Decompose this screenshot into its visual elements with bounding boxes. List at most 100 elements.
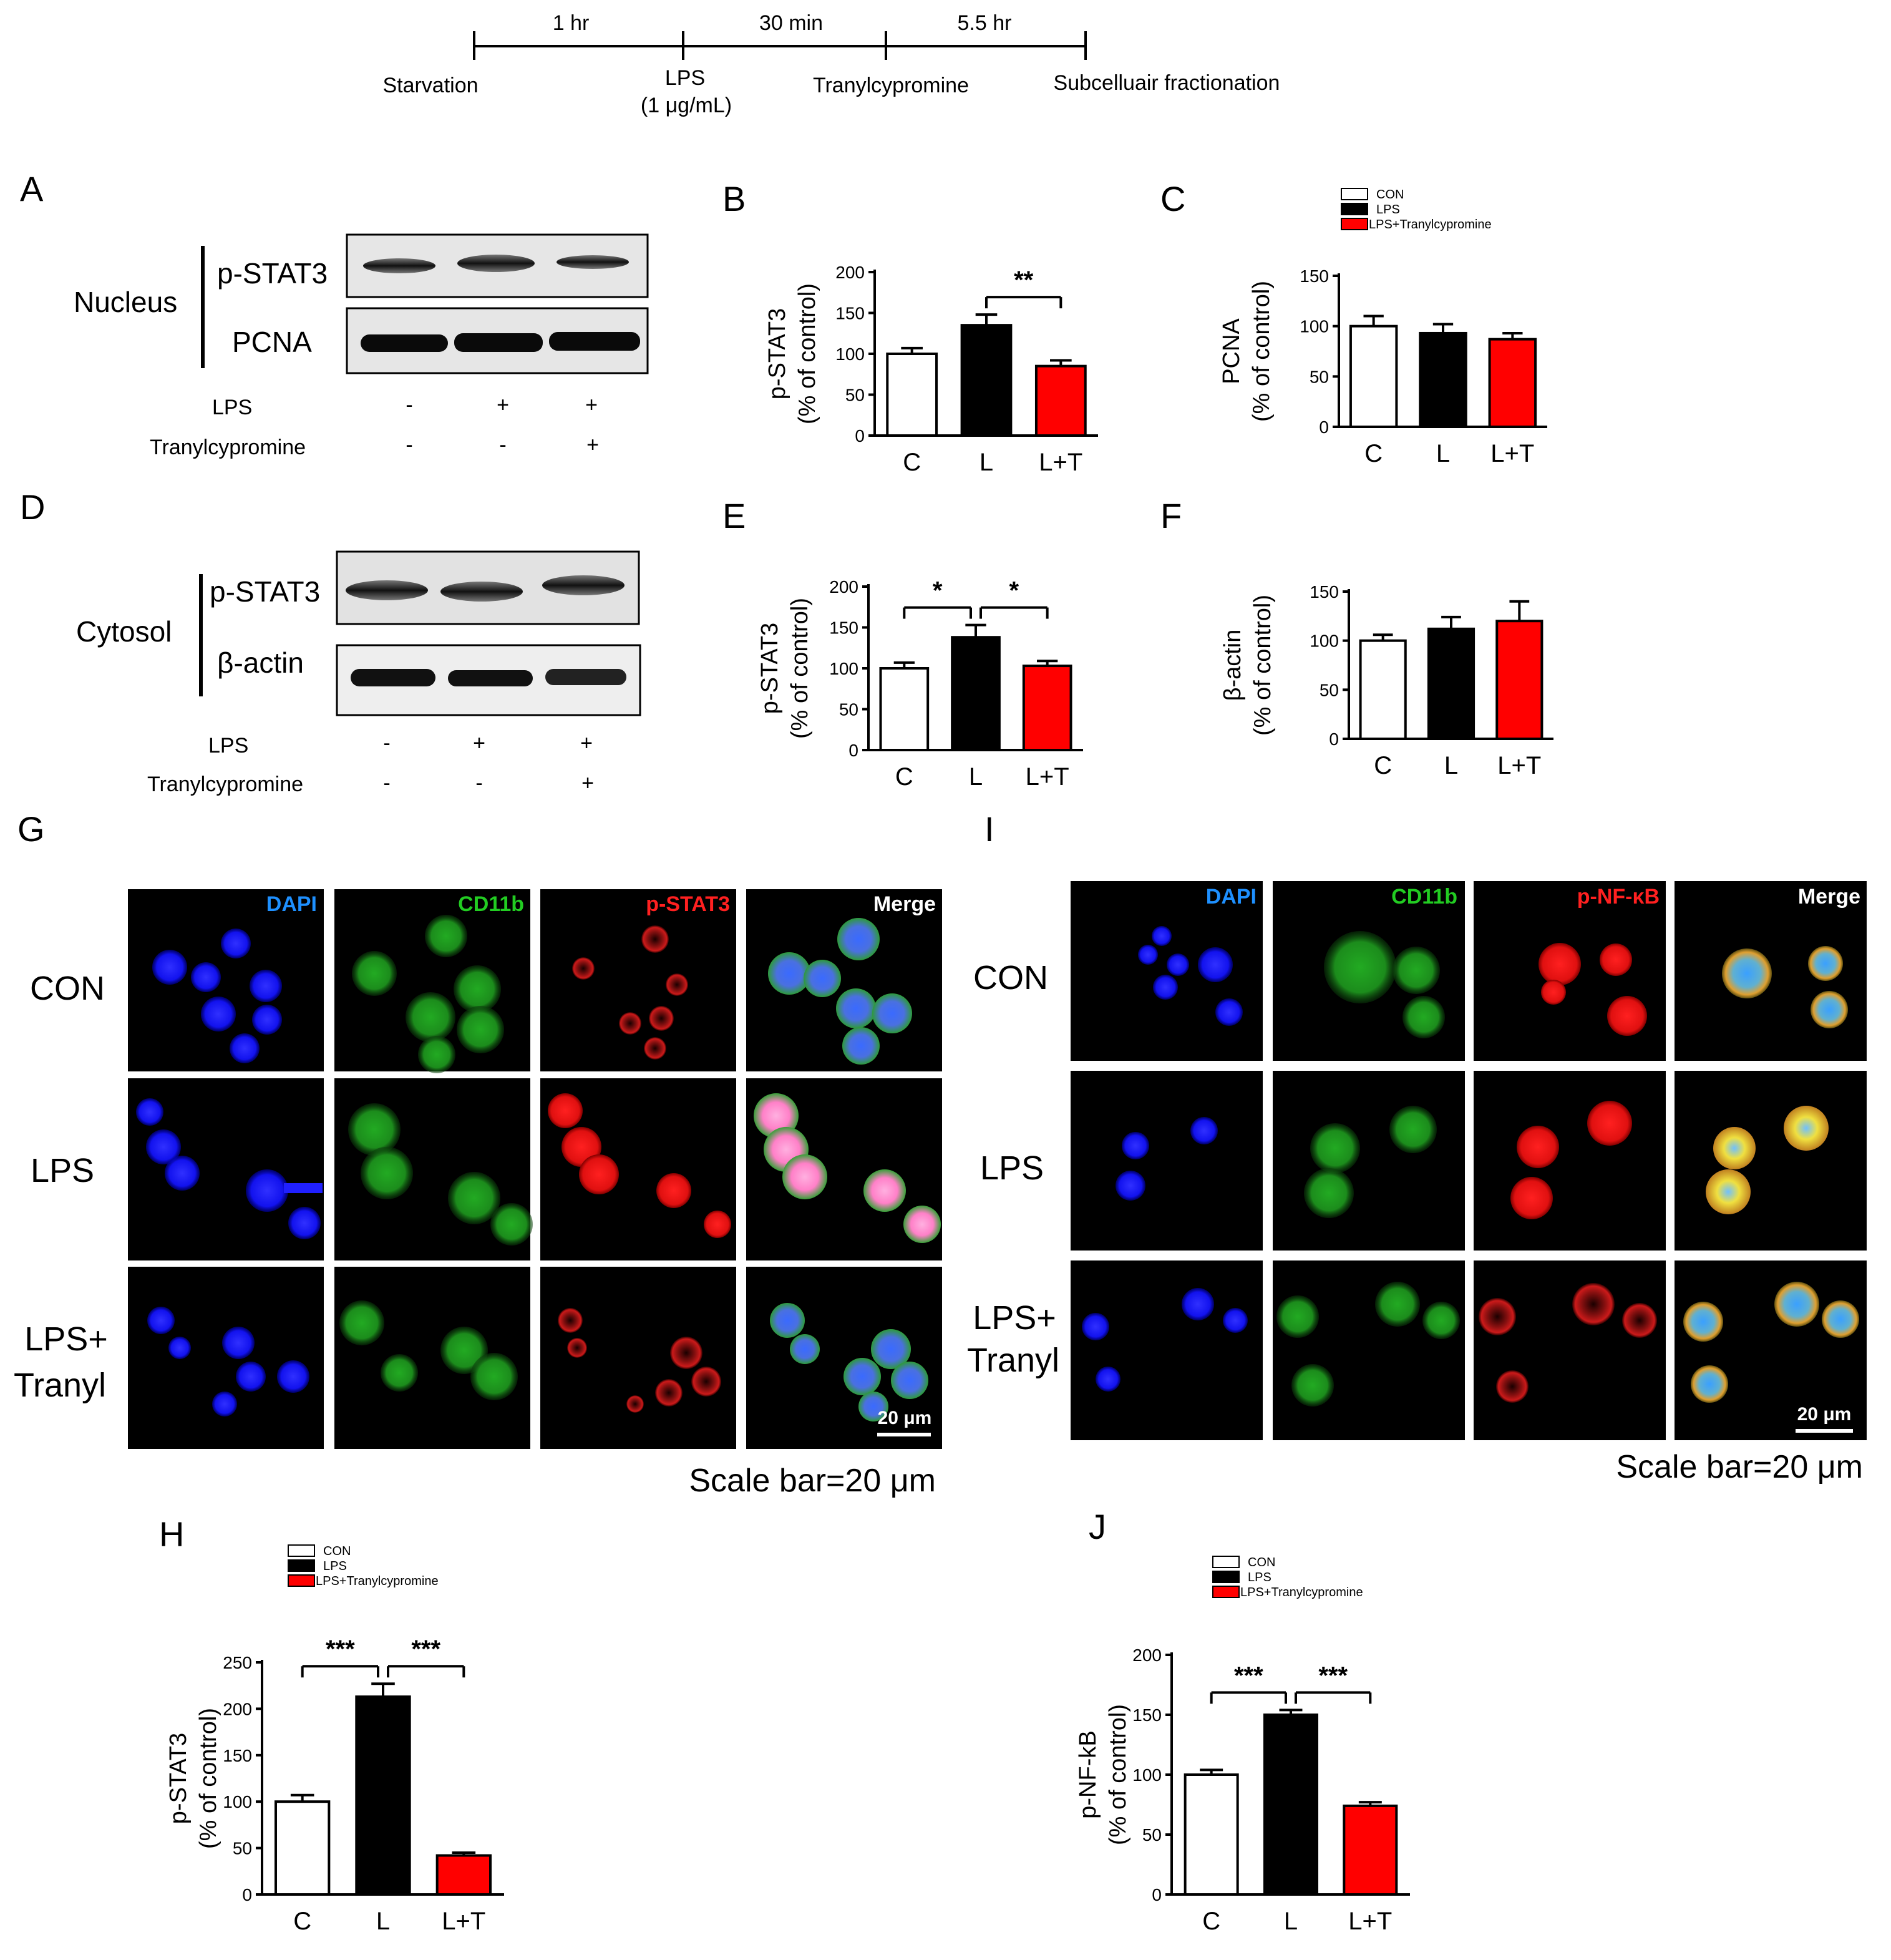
compartment-label: Cytosol — [76, 615, 172, 648]
treatment-sign: - — [383, 731, 390, 755]
bar — [1349, 324, 1398, 429]
y-axis-label: p-STAT3 — [757, 623, 783, 714]
significance-label: *** — [1234, 1662, 1263, 1689]
y-tick-label: 200 — [835, 263, 865, 282]
dapi-nuclei — [1116, 1117, 1218, 1201]
micrograph-tile — [540, 1267, 736, 1449]
category-label: L — [1436, 440, 1450, 467]
bar — [1495, 620, 1543, 741]
micrograph-tile — [1675, 1260, 1867, 1440]
y-axis-label: p-NF-kB — [1075, 1730, 1101, 1818]
micrograph-tile — [746, 1267, 942, 1449]
panel-letter-a: A — [20, 169, 44, 208]
merge-cells — [754, 1093, 941, 1243]
bar-chart-f: 0 50 100 150 C L L+T β-actin (% of control) — [1220, 582, 1553, 779]
bar — [951, 636, 1001, 751]
microscopy-panel-g: CON LPS LPS+ Tranyl DAPI CD11b p-STAT3 M… — [14, 889, 942, 1499]
cd11b-cells — [348, 1103, 533, 1246]
y-tick-label: 50 — [1142, 1825, 1162, 1845]
dapi-nuclei — [136, 1098, 323, 1239]
category-label: L — [376, 1908, 390, 1935]
micrograph-tile — [1474, 1260, 1666, 1440]
y-tick-label: 150 — [1310, 582, 1339, 602]
panel-letter-b: B — [722, 179, 746, 218]
legend-label: CON — [1248, 1556, 1275, 1569]
microscopy-panel-i: CON LPS LPS+ Tranyl DAPI CD11b p-NF-κB M… — [967, 881, 1867, 1485]
bar — [1427, 627, 1475, 741]
category-label: L+T — [1490, 440, 1534, 467]
category-label: L — [980, 449, 993, 476]
category-label: L — [1444, 752, 1458, 779]
legend-swatch — [1212, 1571, 1240, 1583]
channel-label: Merge — [873, 892, 936, 916]
y-tick-label: 200 — [223, 1699, 252, 1719]
y-tick-label: 150 — [1132, 1705, 1162, 1725]
blot-band — [361, 334, 448, 352]
legend-swatch — [1341, 203, 1368, 215]
panel-letter-h: H — [159, 1514, 184, 1554]
category-label: L+T — [1039, 449, 1082, 476]
y-tick-label: 0 — [1152, 1885, 1162, 1904]
y-tick-label: 100 — [223, 1792, 252, 1811]
channel-label: CD11b — [458, 892, 524, 916]
category-label: C — [895, 763, 913, 791]
protocol-timeline: 1 hr 30 min 5.5 hr Starvation LPS (1 μg/… — [382, 11, 1280, 117]
bar-chart-j: 0 50 100 150 200 C L L+T p-NF-kB (% of control) **… — [1075, 1556, 1410, 1935]
treatment-sign: - — [383, 771, 390, 795]
channel-label: p-STAT3 — [646, 892, 730, 916]
y-tick-label: 100 — [1132, 1765, 1162, 1785]
significance-label: * — [933, 577, 943, 605]
bar — [1184, 1773, 1239, 1896]
panel-letter-i: I — [984, 809, 994, 849]
micrograph-tile — [1675, 1071, 1867, 1251]
blot-band — [363, 258, 435, 273]
treatment-sign: - — [475, 771, 482, 795]
treatment-sign: - — [406, 433, 412, 457]
bar-chart-h: 0 50 100 150 200 250 C L L+T p-STAT3 (% of control… — [165, 1544, 504, 1935]
category-label: C — [1202, 1908, 1220, 1935]
y-axis-label: (% of control) — [1250, 595, 1276, 736]
step-label: LPS — [665, 66, 705, 90]
category-label: L — [969, 763, 983, 791]
category-label: C — [1374, 752, 1392, 779]
blot-band — [549, 332, 640, 351]
y-tick-label: 100 — [1310, 631, 1339, 651]
step-label: Subcelluair fractionation — [1054, 71, 1280, 95]
y-axis-label: PCNA — [1218, 318, 1245, 384]
legend-swatch — [1341, 218, 1368, 230]
legend-label: LPS — [323, 1559, 347, 1573]
y-tick-label: 0 — [855, 426, 865, 446]
western-blot-a: Nucleus p-STAT3 PCNA LPS Tranylcypromine… — [74, 233, 649, 459]
condition-label: LPS+ — [24, 1320, 108, 1358]
panel-letter-c: C — [1160, 179, 1185, 218]
blot-band — [542, 575, 625, 595]
panel-letter-j: J — [1089, 1507, 1106, 1546]
legend-label: CON — [323, 1544, 351, 1558]
blot-row-label: p-STAT3 — [217, 257, 328, 290]
western-blot-d: Cytosol p-STAT3 β-actin LPS Tranylcyprom… — [76, 550, 641, 796]
blot-band — [457, 255, 535, 272]
bar — [435, 1854, 492, 1896]
treatment-label: Tranylcypromine — [150, 436, 306, 459]
condition-label: CON — [973, 959, 1048, 997]
y-tick-label: 0 — [242, 1885, 252, 1904]
treatment-label: LPS — [208, 734, 248, 758]
micrograph-tile — [1474, 1071, 1666, 1251]
scale-bar — [877, 1433, 931, 1436]
blot-band — [454, 333, 543, 352]
micrograph-tile — [1273, 1260, 1465, 1440]
y-tick-label: 50 — [233, 1839, 252, 1858]
merge-cells — [1722, 946, 1848, 1028]
bar-chart-c: 0 50 100 150 C L L+T PCNA (% of control) CONLPSLP… — [1218, 188, 1547, 467]
bar-chart-b: 0 50 100 150 200 C L L+T p-STAT3 (% of control) ** — [764, 263, 1098, 476]
micrograph-tile — [1273, 1071, 1465, 1251]
treatment-sign: + — [581, 771, 594, 795]
dapi-nuclei — [152, 929, 282, 1063]
condition-label: LPS — [980, 1149, 1044, 1187]
y-axis-label: (% of control) — [787, 598, 813, 739]
y-tick-label: 100 — [835, 344, 865, 364]
y-axis-label: (% of control) — [794, 283, 820, 424]
merge-cells — [1683, 1282, 1859, 1403]
interval-label: 30 min — [759, 11, 823, 35]
bar — [1419, 331, 1467, 429]
